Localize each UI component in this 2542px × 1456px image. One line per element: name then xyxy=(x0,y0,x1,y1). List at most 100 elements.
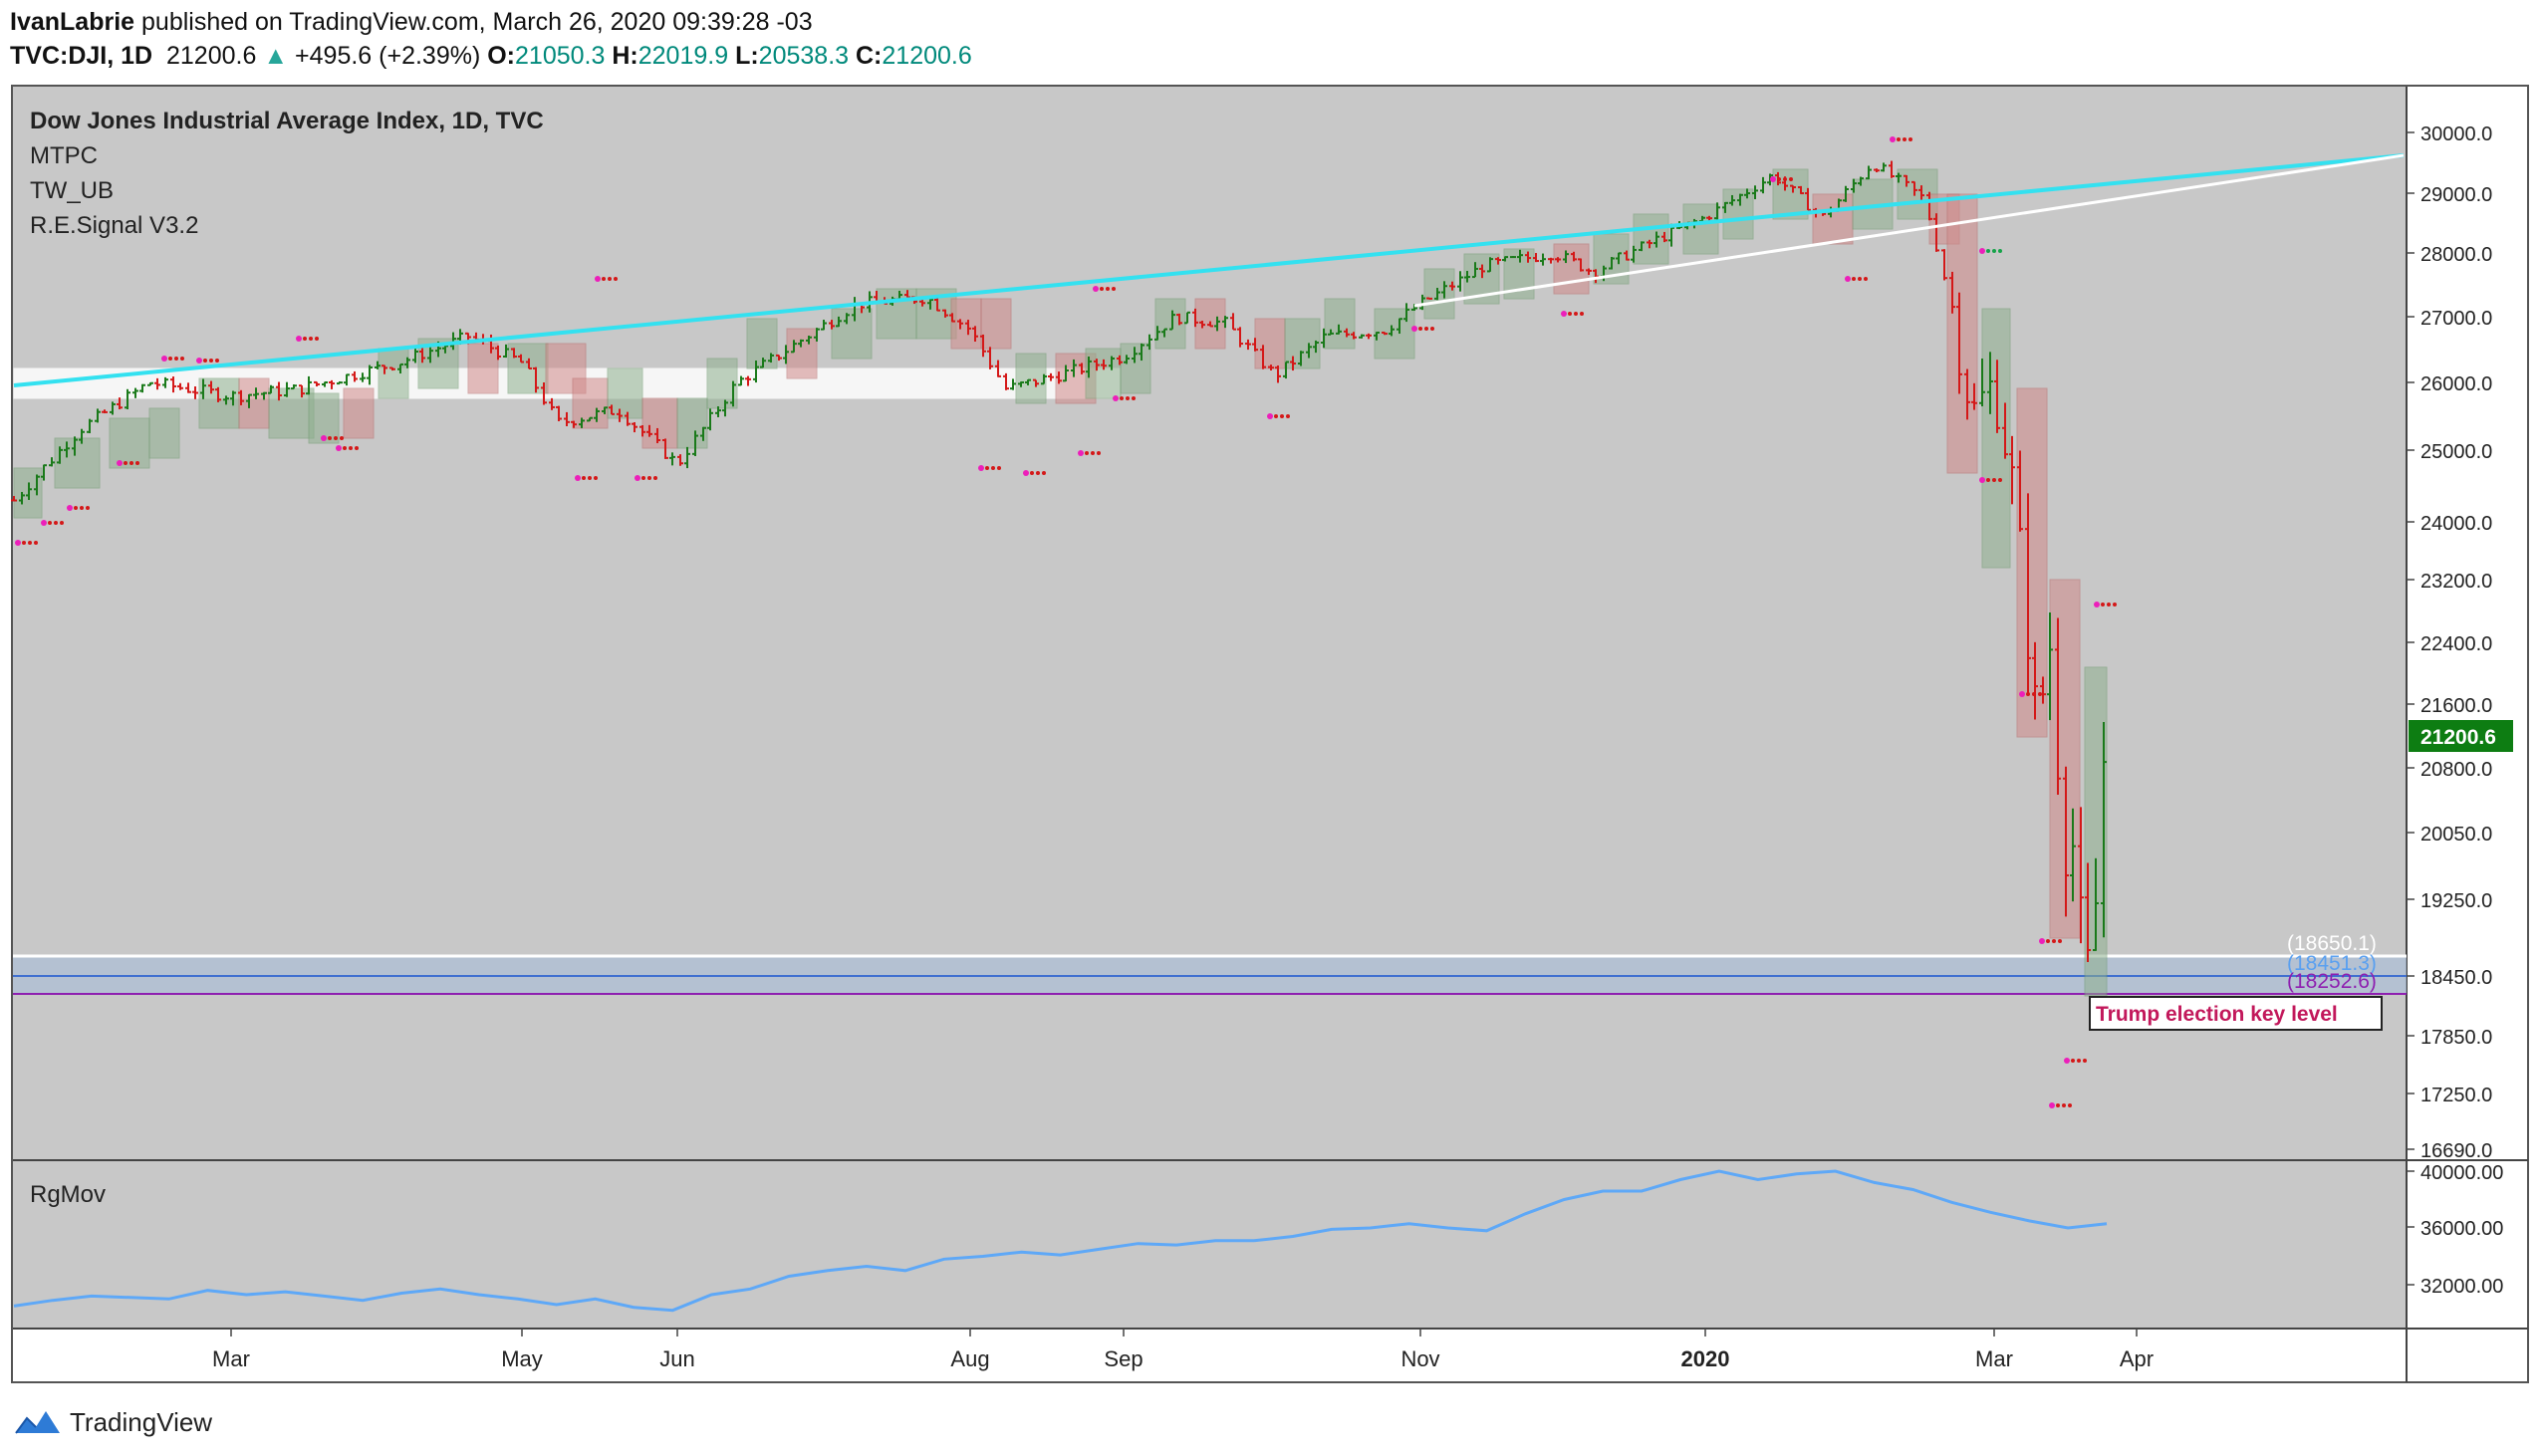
signal-dot-trail xyxy=(1280,414,1284,418)
tradingview-logo-icon xyxy=(15,1411,60,1434)
close-value: 21200.6 xyxy=(882,42,972,70)
time-tick-label: Nov xyxy=(1400,1346,1439,1371)
range-box xyxy=(1194,298,1226,350)
signal-dot-trail xyxy=(315,337,319,341)
range-box xyxy=(467,343,499,394)
range-box xyxy=(54,437,101,489)
lower-pane xyxy=(13,1161,2406,1329)
range-box xyxy=(1284,318,1321,369)
signal-dot-trail xyxy=(1986,249,1990,253)
signal-dot-trail xyxy=(34,541,38,545)
trump-label: Trump election key level xyxy=(2096,1003,2338,1026)
price-tick-label: 28000.0 xyxy=(2420,244,2492,266)
signal-dot xyxy=(1023,470,1029,476)
signal-dot-trail xyxy=(215,359,219,363)
signal-dot-trail xyxy=(1100,287,1104,291)
open-label: O: xyxy=(487,42,516,70)
signal-dot-trail xyxy=(135,461,139,465)
signal-dot xyxy=(1979,248,1985,254)
price-axis[interactable]: 30000.0 29000.0 28000.0 27000.0 26000.0 25000… xyxy=(2407,123,2492,1162)
signal-dot-trail xyxy=(1858,277,1862,281)
signal-dot-trail xyxy=(22,541,26,545)
tradingview-footer[interactable]: TradingView xyxy=(12,1402,212,1442)
signal-dot-trail xyxy=(54,521,58,525)
signal-dot-trail xyxy=(647,476,651,480)
signal-dot-trail xyxy=(2113,603,2117,607)
range-box xyxy=(1682,203,1719,255)
signal-dot-trail xyxy=(2068,1103,2072,1107)
signal-dot-trail xyxy=(48,521,52,525)
signal-dot-trail xyxy=(602,277,606,281)
signal-dot-trail xyxy=(328,436,332,440)
signal-dot-trail xyxy=(74,506,78,510)
signal-dot xyxy=(2019,691,2025,697)
signal-dot-trail xyxy=(1112,287,1116,291)
legend-item-tw-ub: TW_UB xyxy=(30,177,114,204)
price-tick-label: 29000.0 xyxy=(2420,184,2492,206)
price-tick-label: 23200.0 xyxy=(2420,571,2492,593)
signal-dot-trail xyxy=(1897,137,1901,141)
level-label-18451: (18451.3) xyxy=(2287,952,2377,975)
signal-dot-trail xyxy=(1789,177,1793,181)
rgmov-line xyxy=(13,1169,2108,1313)
signal-dot xyxy=(595,276,601,282)
signal-dots xyxy=(15,136,2117,1108)
price-tick-label: 19250.0 xyxy=(2420,890,2492,912)
signal-dot-trail xyxy=(594,476,598,480)
range-box xyxy=(607,367,643,419)
signal-dot-trail xyxy=(309,337,313,341)
time-tick-label: Aug xyxy=(950,1346,989,1371)
signal-dot-trail xyxy=(641,476,645,480)
price-tick-label: 27000.0 xyxy=(2420,308,2492,330)
signal-dot-trail xyxy=(209,359,213,363)
signal-dot-trail xyxy=(2038,692,2042,696)
signal-dot xyxy=(1979,477,1985,483)
signal-dot xyxy=(2039,938,2045,944)
signal-dot-trail xyxy=(343,446,347,450)
rgmov-label: RgMov xyxy=(30,1181,107,1208)
signal-dot-trail xyxy=(608,277,612,281)
open-value: 21050.3 xyxy=(515,42,606,70)
signal-dot-trail xyxy=(203,359,207,363)
signal-dot-trail xyxy=(2058,939,2062,943)
signal-dot-trail xyxy=(180,357,184,361)
signal-dot-trail xyxy=(614,277,618,281)
signal-dot-trail xyxy=(60,521,64,525)
range-box xyxy=(786,328,818,379)
price-change: +495.6 (+2.39%) xyxy=(295,42,481,70)
signal-dot xyxy=(1770,176,1776,182)
signal-dot xyxy=(2094,602,2100,607)
signal-dot-trail xyxy=(1992,478,1996,482)
signal-dot xyxy=(978,465,984,471)
signal-dot-trail xyxy=(2046,939,2050,943)
signal-dot-trail xyxy=(2101,603,2105,607)
level-label-18650: (18650.1) xyxy=(2287,932,2377,955)
signal-dot-trail xyxy=(1097,451,1101,455)
signal-dot-trail xyxy=(1430,327,1434,331)
signal-dot-trail xyxy=(2056,1103,2060,1107)
signal-dot xyxy=(1267,413,1273,419)
time-axis[interactable]: Mar May Jun Aug Sep Nov 2020 Mar Apr xyxy=(212,1329,2154,1371)
tradingview-brand: TradingView xyxy=(70,1406,213,1437)
signal-dot-trail xyxy=(129,461,133,465)
level-label-18252: (18252.6) xyxy=(2287,970,2377,993)
signal-dot xyxy=(67,505,73,511)
legend-item-mtpc: MTPC xyxy=(30,142,98,169)
signal-dot xyxy=(1411,326,1417,332)
signal-dot-trail xyxy=(1286,414,1290,418)
signal-dot-trail xyxy=(86,506,90,510)
range-box xyxy=(1015,353,1047,404)
legend-item-resignal: R.E.Signal V3.2 xyxy=(30,212,199,239)
signal-dot xyxy=(161,356,167,362)
price-tick-label: 16690.0 xyxy=(2420,1140,2492,1162)
signal-dot-trail xyxy=(1986,478,1990,482)
rgmov-tick-label: 32000.00 xyxy=(2420,1276,2503,1298)
signal-dot-trail xyxy=(1418,327,1422,331)
signal-dot-trail xyxy=(1852,277,1856,281)
range-box xyxy=(1423,268,1455,320)
range-box xyxy=(1254,318,1286,369)
signal-dot xyxy=(1113,395,1119,401)
price-tick-label: 21600.0 xyxy=(2420,695,2492,717)
signal-dot-trail xyxy=(1106,287,1110,291)
